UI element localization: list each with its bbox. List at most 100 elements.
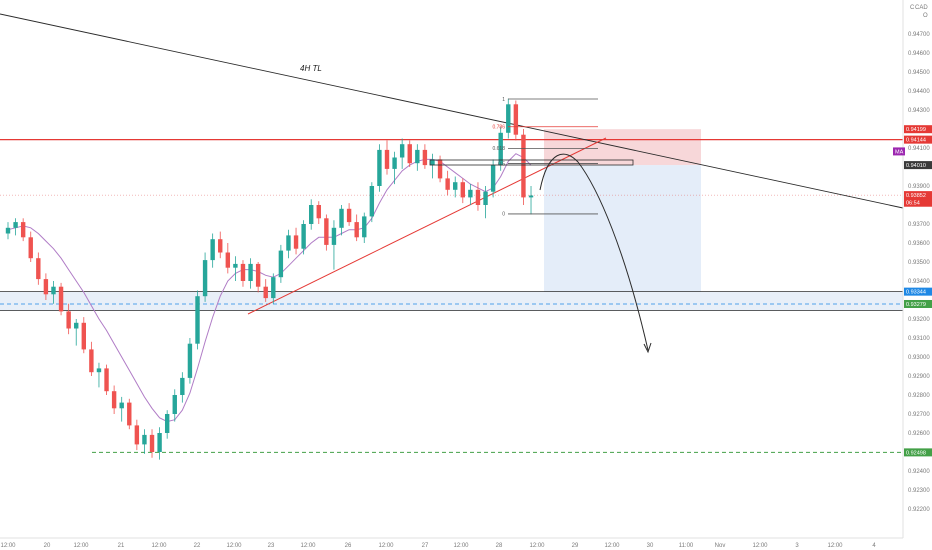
fib-level-label: 0 [502, 212, 505, 218]
support-zone [0, 291, 903, 311]
candle [104, 364, 109, 395]
candle-body [437, 159, 443, 179]
candle [362, 212, 367, 243]
fib-level-label: 0.786 [492, 125, 505, 131]
candle-body [195, 296, 200, 344]
candle-body [134, 425, 140, 445]
candle-body [407, 144, 412, 164]
candle [89, 341, 94, 376]
price-tags-layer: 0.94199 0.94144 0.94010 0.93852 06:54 0.93344… [893, 125, 932, 457]
candle [430, 153, 435, 179]
price-tick-label: 0.94500 [908, 70, 930, 76]
candle [74, 319, 79, 346]
price-tag [904, 135, 932, 144]
price-tag [904, 198, 932, 207]
candle [240, 260, 246, 287]
time-tick-label: 12:00 [226, 543, 242, 549]
candle [460, 178, 465, 204]
time-tick-label: 29 [572, 543, 579, 549]
candle-body [316, 205, 321, 219]
candle [255, 262, 261, 293]
candle [483, 186, 488, 219]
candle [202, 252, 208, 302]
symbol-mark: O [923, 13, 928, 19]
price-tick-label: 0.93700 [908, 222, 930, 228]
price-axis[interactable]: 0.94700 0.94600 0.94500 0.94400 0.94300 0.941… [908, 5, 930, 513]
time-tick-label: 27 [422, 543, 429, 549]
price-tag-label: 0.92498 [906, 450, 926, 456]
candle-body [468, 189, 473, 198]
candle [301, 220, 306, 255]
moving-average-line [7, 153, 532, 423]
candle [316, 201, 321, 224]
price-tick-label: 0.93100 [908, 336, 930, 342]
price-tick-label: 0.93600 [908, 241, 930, 247]
candle-body [271, 277, 276, 299]
candle [468, 184, 473, 205]
candle [248, 258, 253, 289]
time-axis[interactable]: 12:00 20 12:00 21 12:00 22 12:00 23 12:00 26 12:00… [0, 543, 876, 549]
candle-body [119, 402, 124, 409]
candle-body [392, 157, 397, 169]
candle-body [278, 250, 284, 278]
time-tick-label: 23 [268, 543, 275, 549]
candle-body [96, 368, 102, 373]
time-tick-label: 12:00 [300, 543, 316, 549]
candle [445, 170, 450, 196]
price-tick-label: 0.94300 [908, 108, 930, 114]
time-tick-label: 12:00 [529, 543, 545, 549]
time-tick-label: 30 [647, 543, 654, 549]
descending-trendline [0, 13, 904, 209]
fib-level-label: 0.618 [492, 146, 505, 152]
candle-body [202, 260, 208, 297]
candle-body [369, 186, 375, 217]
candle [134, 419, 140, 451]
candle-body [89, 349, 94, 373]
candle-body [180, 377, 185, 395]
candle-body [286, 235, 291, 251]
currency-label: CAD [915, 5, 928, 11]
candle [187, 338, 193, 384]
time-tick-label: 3 [795, 543, 799, 549]
candle [13, 218, 18, 236]
price-tag-label: 0.94010 [906, 163, 926, 169]
candle [339, 205, 344, 236]
price-tick-label: 0.93400 [908, 279, 930, 285]
candle-body [149, 434, 155, 452]
price-tick-label: 0.92300 [908, 488, 930, 494]
candle-body [172, 395, 177, 414]
candle [225, 243, 231, 274]
candle-body [293, 235, 299, 249]
candle-body [377, 149, 382, 186]
time-tick-label: 22 [194, 543, 201, 549]
candle-body [225, 252, 231, 268]
candle-body [81, 322, 86, 350]
candle-body [164, 414, 170, 433]
candle-body [453, 182, 458, 190]
candle-body [384, 149, 390, 169]
price-tick-label: 0.93200 [908, 317, 930, 323]
candle [392, 151, 397, 185]
candle [377, 144, 382, 192]
candle [157, 427, 162, 460]
candle [437, 155, 443, 183]
candle-body [263, 286, 268, 299]
time-tick-label: 4 [872, 543, 876, 549]
candle [498, 127, 503, 171]
candle [354, 214, 359, 242]
candles-layer [5, 98, 534, 460]
candle [149, 429, 155, 458]
candle [20, 218, 26, 242]
candle-body [445, 178, 450, 190]
candle [36, 252, 41, 285]
candle-body [301, 224, 306, 249]
ma-badge-label: MA [895, 149, 904, 155]
candle [475, 182, 481, 211]
price-tag [904, 125, 932, 134]
candle-body [111, 391, 117, 409]
candle-body [324, 218, 329, 245]
candle-body [74, 322, 79, 329]
candle-body [399, 144, 405, 158]
price-tag [904, 299, 932, 308]
candle [263, 279, 268, 302]
